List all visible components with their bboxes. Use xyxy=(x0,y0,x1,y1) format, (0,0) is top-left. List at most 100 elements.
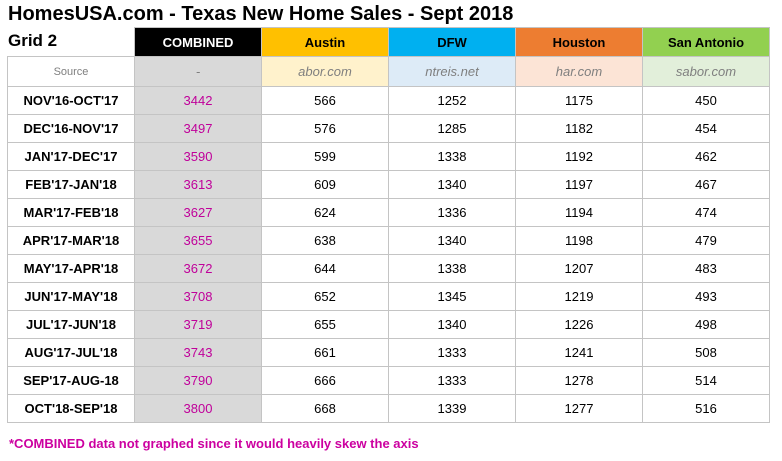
san-antonio-cell: 454 xyxy=(642,114,770,143)
dfw-cell: 1340 xyxy=(388,170,516,199)
period-cell: MAR'17-FEB'18 xyxy=(7,198,135,227)
dfw-cell: 1339 xyxy=(388,394,516,423)
header-houston: Houston xyxy=(515,27,643,57)
period-cell: JUN'17-MAY'18 xyxy=(7,282,135,311)
austin-cell: 638 xyxy=(261,226,389,255)
san-antonio-cell: 514 xyxy=(642,366,770,395)
san-antonio-cell: 508 xyxy=(642,338,770,367)
austin-cell: 609 xyxy=(261,170,389,199)
header-dfw: DFW xyxy=(388,27,516,57)
dfw-cell: 1285 xyxy=(388,114,516,143)
houston-cell: 1219 xyxy=(515,282,643,311)
houston-cell: 1182 xyxy=(515,114,643,143)
source-dfw: ntreis.net xyxy=(388,56,516,87)
san-antonio-cell: 467 xyxy=(642,170,770,199)
page-title: HomesUSA.com - Texas New Home Sales - Se… xyxy=(8,3,514,25)
houston-cell: 1277 xyxy=(515,394,643,423)
table-row: DEC'16-NOV'17 3497 576 1285 1182 454 xyxy=(7,114,770,143)
source-label: Source xyxy=(7,56,135,87)
dfw-cell: 1340 xyxy=(388,310,516,339)
combined-cell: 3627 xyxy=(134,198,262,227)
austin-cell: 666 xyxy=(261,366,389,395)
dfw-cell: 1333 xyxy=(388,338,516,367)
source-houston: har.com xyxy=(515,56,643,87)
combined-cell: 3800 xyxy=(134,394,262,423)
san-antonio-cell: 474 xyxy=(642,198,770,227)
austin-cell: 566 xyxy=(261,86,389,115)
source-san-antonio: sabor.com xyxy=(642,56,770,87)
table-row: NOV'16-OCT'17 3442 566 1252 1175 450 xyxy=(7,86,770,115)
period-cell: SEP'17-AUG-18 xyxy=(7,366,135,395)
houston-cell: 1192 xyxy=(515,142,643,171)
table-row: MAR'17-FEB'18 3627 624 1336 1194 474 xyxy=(7,198,770,227)
header-san-antonio: San Antonio xyxy=(642,27,770,57)
header-combined: COMBINED xyxy=(134,27,262,57)
san-antonio-cell: 462 xyxy=(642,142,770,171)
dfw-cell: 1333 xyxy=(388,366,516,395)
houston-cell: 1278 xyxy=(515,366,643,395)
header-austin: Austin xyxy=(261,27,389,57)
period-cell: FEB'17-JAN'18 xyxy=(7,170,135,199)
san-antonio-cell: 493 xyxy=(642,282,770,311)
houston-cell: 1194 xyxy=(515,198,643,227)
source-combined: - xyxy=(134,56,262,87)
combined-cell: 3708 xyxy=(134,282,262,311)
san-antonio-cell: 479 xyxy=(642,226,770,255)
table-row: SEP'17-AUG-18 3790 666 1333 1278 514 xyxy=(7,366,770,395)
combined-cell: 3497 xyxy=(134,114,262,143)
sales-table: COMBINED Austin DFW Houston San Antonio … xyxy=(7,27,770,423)
san-antonio-cell: 450 xyxy=(642,86,770,115)
dfw-cell: 1336 xyxy=(388,198,516,227)
houston-cell: 1197 xyxy=(515,170,643,199)
period-cell: APR'17-MAR'18 xyxy=(7,226,135,255)
dfw-cell: 1345 xyxy=(388,282,516,311)
combined-cell: 3790 xyxy=(134,366,262,395)
dfw-cell: 1338 xyxy=(388,254,516,283)
houston-cell: 1207 xyxy=(515,254,643,283)
austin-cell: 661 xyxy=(261,338,389,367)
austin-cell: 655 xyxy=(261,310,389,339)
austin-cell: 599 xyxy=(261,142,389,171)
austin-cell: 652 xyxy=(261,282,389,311)
table-row: APR'17-MAR'18 3655 638 1340 1198 479 xyxy=(7,226,770,255)
period-cell: OCT'18-SEP'18 xyxy=(7,394,135,423)
combined-cell: 3655 xyxy=(134,226,262,255)
dfw-cell: 1340 xyxy=(388,226,516,255)
source-austin: abor.com xyxy=(261,56,389,87)
table-row: FEB'17-JAN'18 3613 609 1340 1197 467 xyxy=(7,170,770,199)
period-cell: JUL'17-JUN'18 xyxy=(7,310,135,339)
table-row: AUG'17-JUL'18 3743 661 1333 1241 508 xyxy=(7,338,770,367)
footnote: *COMBINED data not graphed since it woul… xyxy=(9,436,419,451)
austin-cell: 644 xyxy=(261,254,389,283)
austin-cell: 668 xyxy=(261,394,389,423)
dfw-cell: 1252 xyxy=(388,86,516,115)
austin-cell: 576 xyxy=(261,114,389,143)
header-row: COMBINED Austin DFW Houston San Antonio xyxy=(8,27,770,57)
austin-cell: 624 xyxy=(261,198,389,227)
combined-cell: 3590 xyxy=(134,142,262,171)
table-row: JAN'17-DEC'17 3590 599 1338 1192 462 xyxy=(7,142,770,171)
combined-cell: 3719 xyxy=(134,310,262,339)
houston-cell: 1175 xyxy=(515,86,643,115)
period-cell: NOV'16-OCT'17 xyxy=(7,86,135,115)
period-cell: DEC'16-NOV'17 xyxy=(7,114,135,143)
dfw-cell: 1338 xyxy=(388,142,516,171)
source-row: Source - abor.com ntreis.net har.com sab… xyxy=(7,56,770,87)
san-antonio-cell: 483 xyxy=(642,254,770,283)
header-corner xyxy=(8,28,135,57)
combined-cell: 3442 xyxy=(134,86,262,115)
combined-cell: 3672 xyxy=(134,254,262,283)
table-row: MAY'17-APR'18 3672 644 1338 1207 483 xyxy=(7,254,770,283)
table-row: JUN'17-MAY'18 3708 652 1345 1219 493 xyxy=(7,282,770,311)
period-cell: MAY'17-APR'18 xyxy=(7,254,135,283)
period-cell: JAN'17-DEC'17 xyxy=(7,142,135,171)
houston-cell: 1226 xyxy=(515,310,643,339)
san-antonio-cell: 516 xyxy=(642,394,770,423)
period-cell: AUG'17-JUL'18 xyxy=(7,338,135,367)
san-antonio-cell: 498 xyxy=(642,310,770,339)
combined-cell: 3743 xyxy=(134,338,262,367)
houston-cell: 1241 xyxy=(515,338,643,367)
houston-cell: 1198 xyxy=(515,226,643,255)
grid-label: Grid 2 xyxy=(8,31,58,50)
table-row: OCT'18-SEP'18 3800 668 1339 1277 516 xyxy=(7,394,770,423)
